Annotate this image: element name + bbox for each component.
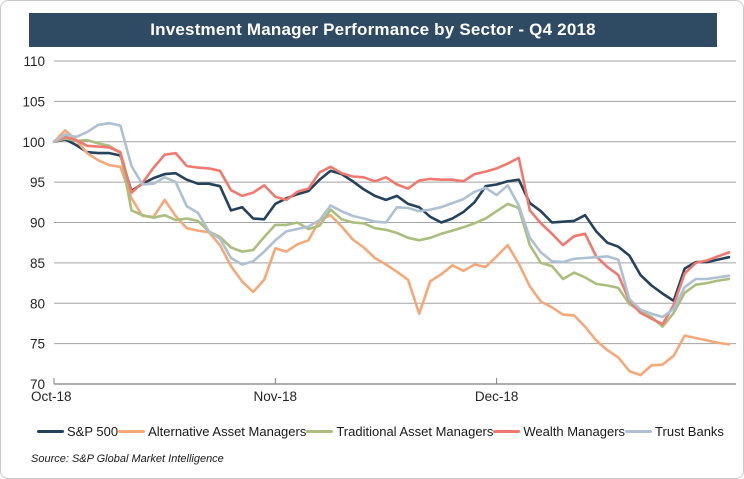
- y-axis-label: 110: [23, 54, 45, 69]
- legend-item: Trust Banks: [625, 424, 724, 439]
- legend-swatch: [493, 429, 521, 434]
- series-line-s-p-500: [52, 138, 731, 303]
- legend-item: Wealth Managers: [493, 424, 625, 439]
- legend-item: Traditional Asset Managers: [306, 424, 493, 439]
- y-axis-label: 95: [30, 175, 45, 190]
- x-axis-label: Dec-18: [475, 389, 519, 404]
- legend-swatch: [306, 429, 334, 434]
- chart-title: Investment Manager Performance by Sector…: [150, 20, 596, 39]
- legend-swatch: [37, 429, 64, 434]
- legend-label: S&P 500: [67, 424, 119, 439]
- legend-label: Alternative Asset Managers: [148, 424, 307, 439]
- series-line-trust-banks: [52, 121, 731, 319]
- legend-label: Traditional Asset Managers: [336, 424, 494, 439]
- legend-label: Trust Banks: [655, 424, 724, 439]
- performance-line-chart: 70 75 80 85 90 95 100 105 110 Oct-18 Nov-18 Dec-18: [22, 54, 736, 404]
- series-line-wealth-managers: [52, 135, 731, 326]
- y-axis-label: 100: [22, 135, 45, 150]
- legend-item: S&P 500: [37, 424, 118, 439]
- x-axis-label: Nov-18: [254, 389, 298, 404]
- series-line-alternative-asset-managers: [52, 129, 731, 377]
- series-line-traditional-asset-managers: [52, 137, 731, 329]
- source-note: Source: S&P Global Market Intelligence: [31, 453, 224, 465]
- legend-swatch: [625, 429, 653, 434]
- x-axis-label: Oct-18: [31, 389, 72, 404]
- y-axis-label: 90: [30, 216, 45, 231]
- y-axis-label: 85: [30, 256, 45, 271]
- legend-item: Alternative Asset Managers: [118, 424, 306, 439]
- y-axis-label: 75: [30, 337, 45, 352]
- y-axis-label: 105: [22, 94, 45, 109]
- chart-legend: S&P 500 Alternative Asset Managers Traditi…: [1, 424, 743, 439]
- y-axis-label: 80: [30, 296, 45, 311]
- legend-swatch: [118, 429, 146, 434]
- legend-label: Wealth Managers: [523, 424, 626, 439]
- chart-title-bar: Investment Manager Performance by Sector…: [29, 13, 717, 47]
- y-axis-label: 70: [30, 377, 45, 392]
